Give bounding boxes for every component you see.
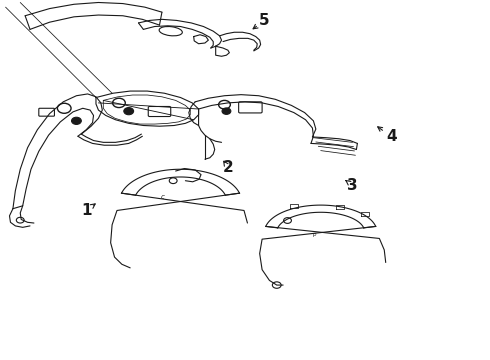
Text: 4: 4 (386, 130, 397, 144)
Text: 1: 1 (81, 203, 92, 218)
Text: 2: 2 (222, 160, 233, 175)
Text: 3: 3 (347, 178, 358, 193)
Text: c: c (161, 194, 165, 200)
Text: 5: 5 (259, 13, 270, 28)
Text: p: p (312, 231, 316, 237)
Circle shape (222, 108, 231, 114)
Circle shape (72, 117, 81, 125)
Circle shape (124, 108, 134, 115)
